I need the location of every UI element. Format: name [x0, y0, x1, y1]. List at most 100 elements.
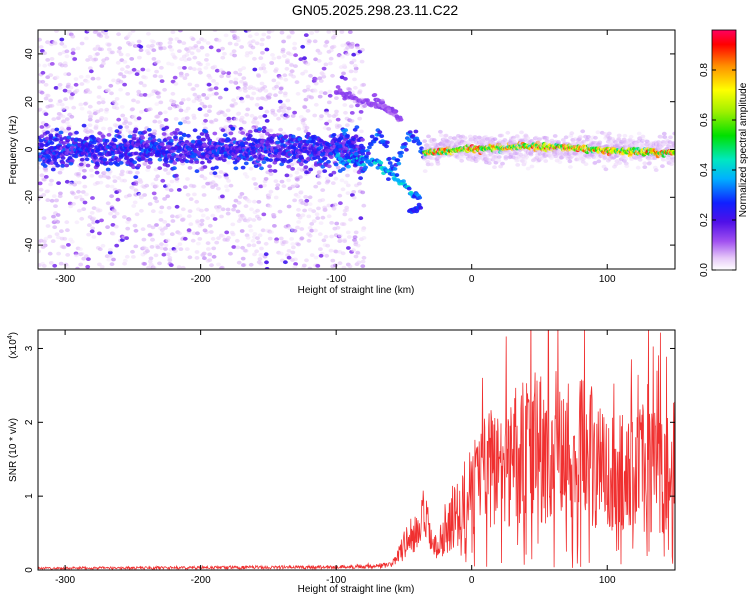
spectrogram-cell [304, 125, 310, 130]
spectrogram-cell [194, 160, 200, 165]
spectrogram-cell [278, 251, 284, 256]
spectrogram-cell [95, 76, 101, 81]
spectrogram-cell [147, 160, 153, 165]
spectrogram-cell [89, 112, 94, 117]
spectrogram-cell [255, 208, 260, 213]
spectrogram-cell [130, 249, 135, 254]
spectrogram-cell [219, 265, 225, 269]
spectrogram-cell [156, 138, 162, 143]
spectrogram-cell [188, 222, 194, 227]
spectrogram-cell [94, 170, 100, 175]
spectrogram-cell [360, 264, 366, 268]
spectrogram-cell [357, 89, 363, 93]
spectrogram-cell [295, 91, 301, 96]
spectrogram-cell [176, 265, 182, 269]
spectrogram-cell [133, 127, 139, 132]
spectrogram-cell [49, 141, 55, 145]
spectrogram-cell [38, 63, 42, 68]
spectrogram-cell [240, 263, 246, 268]
spectrogram-cell [593, 135, 598, 140]
spectrogram-cell [158, 41, 163, 46]
spectrogram-cell [167, 255, 173, 260]
spectrogram-cell [606, 131, 612, 136]
spectrogram-cell [278, 76, 284, 81]
spectrogram-cell [281, 54, 287, 58]
spectrogram-cell [261, 160, 267, 165]
spectrogram-cell [372, 93, 378, 97]
spectrogram-cell [328, 173, 334, 177]
spectrogram-cell [214, 240, 220, 245]
spectrogram-cell [395, 158, 401, 163]
spectrogram-cell [168, 263, 174, 267]
spectrogram-cell [166, 171, 171, 176]
spectrogram-cell [57, 82, 63, 87]
spectrogram-cell [378, 160, 384, 165]
spectrogram-cell [201, 251, 207, 256]
spectrogram-cell [88, 69, 94, 74]
spectrogram-cell [94, 161, 100, 166]
spectrogram-cell [56, 235, 61, 240]
spectrogram-cell [259, 135, 265, 140]
spectrogram-cell [343, 180, 349, 185]
spectrogram-cell [106, 257, 112, 262]
spectrogram-cell [443, 133, 449, 138]
spectrogram-cell [201, 93, 207, 97]
spectrogram-cell [220, 55, 226, 60]
spectrogram-cell [302, 208, 307, 213]
spectrogram-cell [242, 137, 248, 142]
spectrogram-cell [321, 66, 327, 71]
spectrogram-cell [267, 164, 272, 169]
spectrogram-cell [139, 208, 144, 213]
spectrogram-cell [351, 58, 357, 63]
spectrogram-cell [348, 144, 354, 149]
spectrogram-cell [346, 246, 351, 250]
spectrogram-cell [203, 113, 209, 118]
spectrogram-cell [361, 236, 367, 240]
spectrogram-cell [45, 58, 51, 62]
spectrogram-cell [406, 186, 412, 191]
spectrogram-cell [307, 39, 312, 44]
spectrogram-cell [56, 251, 61, 256]
spectrogram-cell [64, 163, 70, 168]
spectrogram-cell [186, 97, 191, 102]
spectrogram-cell [226, 71, 232, 75]
spectrogram-cell [202, 104, 208, 109]
spectrogram-cell [147, 107, 153, 112]
spectrogram-cell [178, 131, 183, 136]
spectrogram-cell [43, 82, 49, 87]
spectrogram-cell [314, 30, 320, 34]
spectrogram-cell [251, 243, 257, 248]
spectrogram-cell [261, 212, 267, 217]
spectrogram-cell [324, 253, 330, 258]
spectrogram-cell [337, 261, 343, 266]
spectrogram-cell [204, 53, 210, 57]
spectrogram-cell [623, 156, 629, 161]
spectrogram-cell [177, 242, 183, 247]
spectrogram-cell [159, 246, 165, 251]
spectrogram-cell [207, 75, 213, 80]
spectrogram-cell [343, 76, 348, 81]
spectrogram-cell [117, 135, 122, 139]
spectrogram-cell [280, 47, 286, 52]
spectrogram-cell [241, 120, 247, 125]
spectrogram-cell [151, 48, 157, 53]
spectrogram-cell [274, 239, 279, 244]
spectrogram-cell [165, 194, 171, 199]
spectrogram-cell [262, 69, 268, 74]
spectrogram-cell [108, 161, 114, 166]
spectrogram-cell [603, 167, 609, 172]
spectrogram-cell [328, 61, 333, 66]
spectrogram-cell [515, 163, 521, 167]
spectrogram-cell [91, 220, 96, 225]
spectrogram-cell [147, 137, 153, 141]
spectrogram-cell [358, 216, 364, 221]
spectrogram-cell [294, 170, 300, 175]
spectrogram-cell [248, 262, 254, 267]
spectrogram-cell [302, 105, 308, 110]
spectrogram-cell [275, 81, 281, 86]
spectrogram-cell [339, 30, 345, 34]
spectrogram-cell [330, 73, 335, 78]
spectrogram-cell [212, 64, 218, 69]
spectrogram-cell [225, 207, 231, 212]
spectrogram-cell [220, 46, 225, 51]
